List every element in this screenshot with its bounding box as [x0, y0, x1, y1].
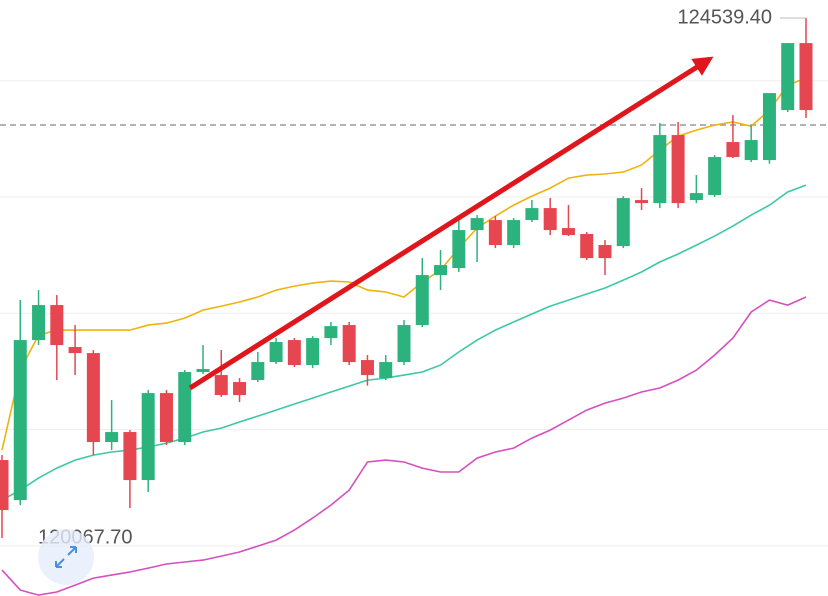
high-label: 124539.40 — [677, 6, 772, 28]
candle-body — [653, 135, 667, 204]
candle-body — [196, 369, 210, 373]
candle-body — [781, 43, 795, 111]
candle-body — [507, 220, 521, 246]
candle-body — [342, 325, 356, 363]
candle-body — [598, 245, 612, 259]
candle-body — [141, 393, 155, 481]
candle-body — [0, 460, 9, 511]
candle-body — [744, 140, 758, 161]
candle-body — [616, 198, 630, 247]
candle-body — [635, 200, 649, 204]
expand-icon — [55, 546, 77, 568]
indicator-line — [1, 77, 807, 451]
candle-body — [689, 193, 703, 201]
candle-body — [434, 265, 448, 276]
candle-body — [799, 43, 813, 111]
candle-body — [726, 142, 740, 158]
candle-body — [415, 275, 429, 326]
candle-body — [708, 157, 722, 196]
candle-body — [525, 208, 539, 221]
candle-body — [214, 375, 228, 396]
candle-body — [360, 360, 374, 376]
candle-body — [543, 208, 557, 231]
candle-body — [488, 220, 502, 246]
candle-body — [251, 362, 265, 381]
candle-body — [306, 338, 320, 366]
expand-button[interactable] — [38, 529, 94, 585]
candle-body — [13, 340, 27, 501]
candle-body — [50, 305, 64, 346]
candle-body — [379, 362, 393, 379]
candle-body — [233, 382, 247, 396]
candle-body — [561, 228, 575, 236]
candle-body — [178, 372, 192, 443]
candle-body — [452, 230, 466, 269]
candle-body — [580, 234, 594, 259]
candle-body — [159, 393, 173, 443]
candle-body — [671, 135, 685, 204]
candle-body — [470, 218, 484, 231]
candle-body — [68, 347, 82, 354]
candles — [0, 18, 813, 538]
trend-arrow — [188, 56, 714, 391]
candle-body — [287, 340, 301, 366]
grid — [0, 80, 828, 547]
indicator-line — [1, 296, 807, 596]
candle-body — [32, 305, 46, 341]
candle-body — [123, 432, 137, 481]
candle-body — [762, 93, 776, 161]
candle-body — [324, 326, 338, 339]
candle-body — [397, 325, 411, 363]
candle-body — [269, 342, 283, 363]
candle-body — [86, 353, 100, 443]
candle-body — [105, 432, 119, 443]
